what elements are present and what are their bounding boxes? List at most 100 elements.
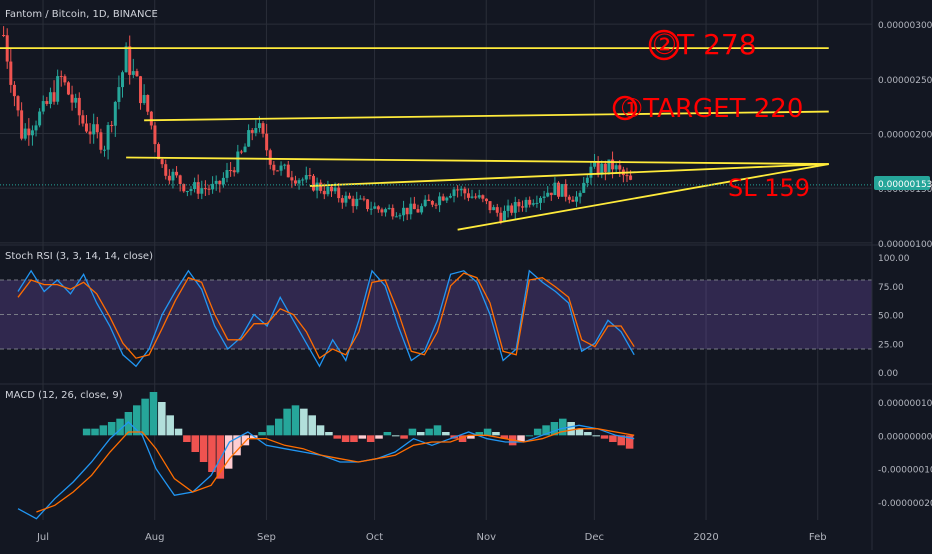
candle-body: [146, 95, 150, 112]
candle-body: [56, 76, 60, 102]
candle-body: [492, 207, 496, 211]
candle-body: [301, 179, 305, 181]
macd-histogram-bar: [82, 428, 91, 436]
candle-body: [102, 149, 106, 151]
price-tick-label: 0.00000100: [878, 240, 932, 250]
candle-body: [254, 128, 258, 133]
candle-body: [499, 212, 503, 222]
candle-body: [513, 201, 517, 213]
macd-histogram-bar: [174, 428, 183, 436]
macd-histogram-bar: [316, 425, 325, 436]
current-price-label: 0.00000153: [878, 180, 932, 190]
candle-body: [128, 46, 132, 75]
candle-body: [585, 177, 589, 183]
candle-body: [77, 97, 81, 116]
candle-body: [344, 195, 348, 203]
candle-body: [535, 202, 539, 204]
candle-body: [164, 164, 168, 176]
candle-body: [553, 182, 557, 196]
candle-body: [99, 132, 103, 150]
macd-histogram-bar: [475, 432, 484, 436]
macd-histogram-bar: [241, 435, 250, 446]
candle-body: [261, 123, 265, 134]
candle-body: [456, 189, 460, 191]
macd-signal-line: [36, 428, 635, 513]
candle-body: [600, 163, 604, 175]
candle-body: [167, 175, 171, 181]
candle-body: [387, 207, 391, 210]
candle-body: [257, 123, 261, 129]
candle-body: [481, 195, 485, 199]
candle-body: [380, 209, 384, 213]
candle-body: [275, 170, 279, 172]
candle-body: [272, 164, 276, 171]
candle-body: [38, 111, 42, 126]
candle-body: [629, 175, 633, 180]
macd-histogram-bar: [274, 418, 283, 436]
candle-body: [384, 209, 388, 213]
candle-body: [178, 175, 182, 185]
macd-histogram-bar: [433, 425, 442, 436]
trend-line: [126, 156, 829, 165]
candle-body: [236, 151, 240, 173]
candle-body: [41, 101, 45, 112]
candle-body: [113, 101, 117, 126]
macd-histogram-bar: [166, 415, 174, 436]
candle-body: [265, 133, 269, 151]
time-axis: Jul Aug Sep Oct Nov Dec 2020 Feb: [36, 532, 827, 543]
macd-histogram-bar: [575, 428, 584, 436]
macd-histogram-bar: [116, 418, 124, 436]
candle-body: [70, 94, 74, 103]
macd-tick-label: 0.00000000: [878, 432, 932, 442]
candle-body: [420, 206, 424, 213]
candle-body: [434, 204, 438, 206]
candle-body: [520, 206, 524, 208]
macd-histogram-bar: [567, 422, 575, 436]
candle-body: [538, 197, 542, 203]
x-tick-label: 2020: [693, 532, 718, 543]
macd-histogram-bar: [300, 408, 308, 436]
macd-histogram-bar: [533, 428, 542, 436]
candle-body: [402, 207, 406, 216]
candle-body: [549, 192, 553, 196]
macd-axis: 0.00000010 0.00000000 -0.00000010 -0.000000…: [878, 399, 932, 509]
candle-body: [333, 187, 337, 192]
candle-body: [66, 82, 70, 95]
annotation-stop-loss: SL 159: [728, 174, 810, 202]
svg-text:②T 278: ②T 278: [652, 28, 757, 61]
candle-body: [430, 201, 434, 205]
macd-histogram-bar: [617, 435, 626, 446]
x-tick-label: Dec: [585, 532, 604, 543]
candle-body: [366, 199, 370, 210]
candle-body: [283, 164, 287, 166]
candle-body: [405, 207, 409, 215]
x-tick-label: Oct: [366, 532, 383, 543]
candle-body: [452, 189, 456, 196]
x-tick-label: Jul: [36, 532, 49, 543]
candle-body: [52, 92, 56, 102]
candle-body: [607, 159, 611, 172]
candle-body: [560, 184, 564, 197]
candle-body: [185, 191, 189, 193]
macd-histogram-bar: [600, 435, 609, 439]
candle-body: [575, 196, 579, 202]
stoch-d-line: [17, 272, 635, 360]
macd-histogram-bar: [107, 422, 116, 436]
macd-title: MACD (12, 26, close, 9): [5, 390, 123, 401]
trend-line: [309, 163, 829, 187]
macd-histogram-bar: [366, 435, 375, 442]
candle-body: [218, 180, 222, 185]
candle-body: [63, 76, 67, 83]
candle-body: [153, 125, 157, 145]
candle-body: [614, 165, 618, 170]
macd-histogram-bar: [550, 422, 559, 436]
macd-histogram-bar: [183, 435, 191, 442]
price-tick-label: 0.00000150: [878, 185, 932, 195]
candle-body: [27, 128, 31, 136]
candle-body: [16, 96, 20, 111]
candle-body: [445, 197, 449, 201]
macd-plot: [17, 392, 635, 520]
candle-body: [319, 182, 323, 191]
candle-body: [243, 146, 247, 153]
macd-histogram-bar: [408, 428, 417, 436]
